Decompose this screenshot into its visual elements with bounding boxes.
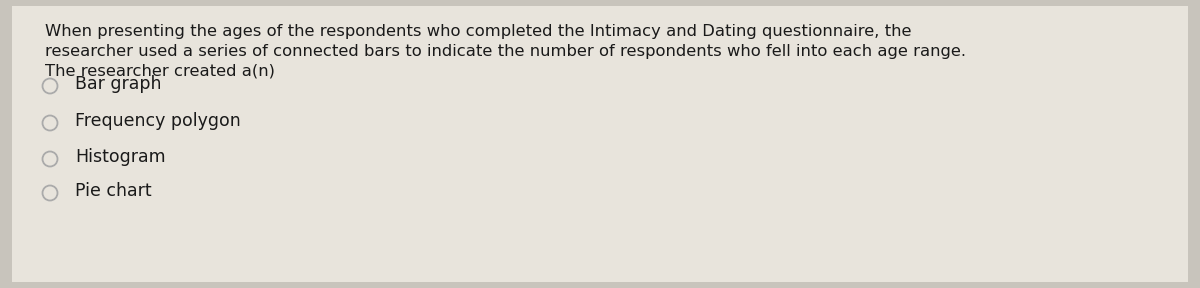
Text: Histogram: Histogram [74,148,166,166]
Text: When presenting the ages of the respondents who completed the Intimacy and Datin: When presenting the ages of the responde… [46,24,912,39]
Text: Frequency polygon: Frequency polygon [74,112,241,130]
Text: researcher used a series of connected bars to indicate the number of respondents: researcher used a series of connected ba… [46,44,966,59]
Text: Pie chart: Pie chart [74,182,151,200]
Text: The researcher created a(n): The researcher created a(n) [46,64,275,79]
Text: Bar graph: Bar graph [74,75,162,93]
